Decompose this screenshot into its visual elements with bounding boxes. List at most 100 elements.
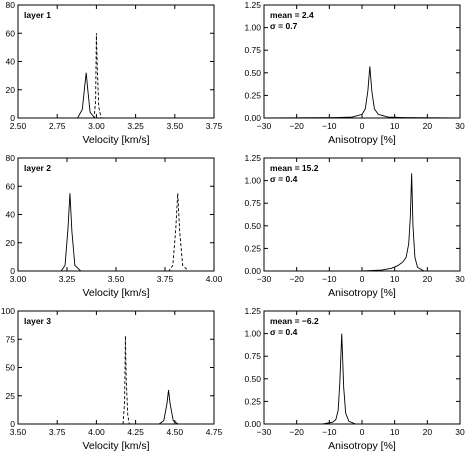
x-tick-label: −30: [257, 427, 272, 437]
x-tick-label: −30: [257, 121, 272, 131]
panel-annotation: mean = −6.2: [270, 316, 319, 326]
y-tick-label: 0.50: [244, 68, 261, 78]
layer-3-velocity-panel: 3.50 3.75 4.00 4.25 4.50 4.75 0 25 50 75 100 Veloci…: [1, 306, 223, 452]
y-tick-label: 60: [6, 181, 16, 191]
y-tick-label: 0.25: [244, 90, 261, 100]
x-axis-label: Anisotropy [%]: [328, 287, 396, 299]
layer-2-velocity-series-group: [18, 193, 214, 271]
solid-series-line: [18, 390, 214, 424]
x-axis-label: Velocity [km/s]: [82, 134, 149, 146]
x-tick-label: 20: [423, 274, 433, 284]
y-tick-label: 0: [10, 266, 15, 276]
dashed-series-line: [18, 335, 214, 424]
panel-annotation: layer 2: [24, 163, 51, 173]
x-tick-label: 2.75: [49, 121, 66, 131]
x-tick-label: 20: [423, 427, 433, 437]
x-tick-label: 4.25: [127, 427, 144, 437]
y-tick-label: 50: [6, 363, 16, 373]
layer-2-velocity-frame: [17, 157, 215, 272]
x-tick-label: 3.50: [167, 121, 184, 131]
x-tick-label: −10: [322, 427, 337, 437]
x-axis-label: Velocity [km/s]: [82, 440, 149, 452]
x-tick-label: 4.50: [167, 427, 184, 437]
solid-series-line: [18, 72, 214, 118]
layer-3-velocity-series-group: [18, 335, 214, 424]
y-tick-label: 40: [6, 210, 16, 220]
y-tick-label: 0.75: [244, 198, 261, 208]
y-tick-label: 0.00: [244, 113, 261, 123]
x-tick-label: 20: [423, 121, 433, 131]
x-tick-label: 10: [390, 427, 400, 437]
x-tick-label: 3.25: [127, 121, 144, 131]
x-tick-label: 30: [455, 427, 465, 437]
layer-3-anisotropy-panel: −30 −20 −10 0 10 20 30 0.00 0.25 0.50 0.75 1.00 1.25…: [244, 306, 465, 452]
layer-1-velocity-series-group: [18, 33, 214, 118]
panel-annotation: σ = 0.4: [270, 327, 298, 337]
y-tick-label: 0.00: [244, 266, 261, 276]
y-tick-label: 0.25: [244, 396, 261, 406]
layer-1-velocity-panel: 2.50 2.75 3.00 3.25 3.50 3.75 0 20 40 60 80 Velocit…: [6, 0, 223, 146]
panel-annotation: layer 3: [24, 316, 51, 326]
x-tick-label: 3.75: [49, 427, 66, 437]
y-tick-label: 60: [6, 28, 16, 38]
x-tick-label: 10: [390, 121, 400, 131]
layer-3-anisotropy-series-group: [264, 333, 460, 424]
y-tick-label: 75: [6, 334, 16, 344]
x-tick-label: 2.50: [10, 121, 27, 131]
y-tick-label: 0.75: [244, 45, 261, 55]
x-tick-label: −20: [289, 274, 304, 284]
y-tick-label: 0.50: [244, 221, 261, 231]
layer-3-velocity-frame: [17, 310, 215, 425]
dashed-series-line: [18, 193, 214, 271]
x-tick-label: 30: [455, 274, 465, 284]
y-tick-label: 100: [1, 306, 15, 316]
x-tick-label: 3.50: [108, 274, 125, 284]
panel-annotation: mean = 15.2: [270, 163, 319, 173]
y-tick-label: 1.00: [244, 23, 261, 33]
layer-1-anisotropy-series-group: [264, 66, 460, 118]
x-tick-label: 3.25: [59, 274, 76, 284]
y-tick-label: 1.00: [244, 329, 261, 339]
solid-series-line: [264, 173, 460, 271]
x-tick-label: 10: [390, 274, 400, 284]
y-tick-label: 0.50: [244, 374, 261, 384]
x-tick-label: −30: [257, 274, 272, 284]
y-tick-label: 1.25: [244, 0, 261, 10]
solid-series-line: [18, 193, 214, 271]
x-tick-label: 3.50: [10, 427, 27, 437]
x-axis-label: Velocity [km/s]: [82, 287, 149, 299]
x-tick-label: 3.00: [88, 121, 105, 131]
x-tick-label: 0: [360, 274, 365, 284]
y-tick-label: 1.00: [244, 176, 261, 186]
x-tick-label: −10: [322, 274, 337, 284]
x-axis-label: Anisotropy [%]: [328, 134, 396, 146]
x-tick-label: 0: [360, 427, 365, 437]
solid-series-line: [264, 66, 460, 118]
x-tick-label: 4.00: [88, 427, 105, 437]
dashed-series-line: [18, 33, 214, 118]
x-tick-label: −20: [289, 427, 304, 437]
y-tick-label: 40: [6, 57, 16, 67]
panel-annotation: layer 1: [24, 10, 51, 20]
x-tick-label: 4.00: [206, 274, 223, 284]
solid-series-line: [264, 333, 460, 424]
y-tick-label: 25: [6, 391, 16, 401]
layer-2-anisotropy-series-group: [264, 173, 460, 271]
y-tick-label: 0.75: [244, 351, 261, 361]
y-tick-label: 80: [6, 0, 16, 10]
y-tick-label: 0.00: [244, 419, 261, 429]
layer-2-velocity-panel: 3.00 3.25 3.50 3.75 4.00 0 20 40 60 80 Velocity [k…: [6, 153, 223, 299]
y-tick-label: 0.25: [244, 243, 261, 253]
y-tick-label: 1.25: [244, 306, 261, 316]
y-tick-label: 80: [6, 153, 16, 163]
y-tick-label: 20: [6, 238, 16, 248]
x-tick-label: 3.75: [206, 121, 223, 131]
y-tick-label: 20: [6, 85, 16, 95]
x-axis-label: Anisotropy [%]: [328, 440, 396, 452]
x-tick-label: 3.00: [10, 274, 27, 284]
x-tick-label: 4.75: [206, 427, 223, 437]
x-tick-label: 30: [455, 121, 465, 131]
x-tick-label: −10: [322, 121, 337, 131]
layer-1-anisotropy-panel: −30 −20 −10 0 10 20 30 0.00 0.25 0.50 0.75 1.00 1.25…: [244, 0, 465, 146]
